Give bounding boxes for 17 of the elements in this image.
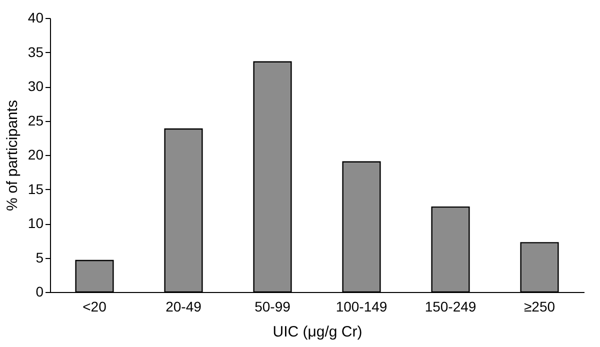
y-tick-label: 15 bbox=[28, 180, 44, 197]
x-tick-label: 100-149 bbox=[336, 298, 388, 314]
x-tick-label: 150-249 bbox=[424, 298, 476, 314]
x-axis-title: UIC (μg/g Cr) bbox=[272, 324, 362, 340]
y-axis-title: % of participants bbox=[4, 100, 21, 211]
y-tick-label: 5 bbox=[36, 249, 44, 266]
y-tick-label: 40 bbox=[28, 10, 44, 26]
x-tick-label: 50-99 bbox=[254, 298, 291, 314]
y-tick-label: 10 bbox=[28, 215, 44, 231]
x-tick-label: <20 bbox=[82, 298, 107, 314]
x-tick-label: ≥250 bbox=[524, 298, 556, 314]
y-tick-label: 0 bbox=[36, 284, 44, 300]
y-tick-label: 30 bbox=[28, 78, 44, 94]
y-tick-label: 25 bbox=[28, 112, 44, 128]
y-tick-label: 35 bbox=[28, 44, 44, 60]
x-tick-label: 20-49 bbox=[166, 298, 202, 314]
y-tick-label: 20 bbox=[28, 146, 44, 162]
